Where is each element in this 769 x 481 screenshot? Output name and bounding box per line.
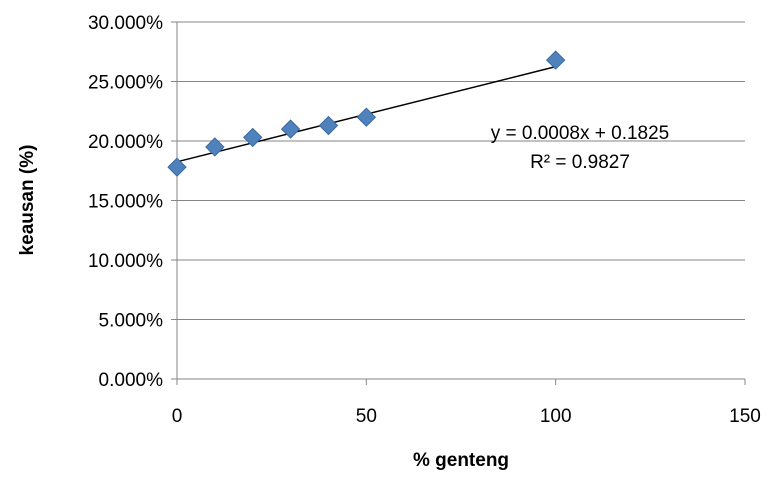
y-tick-label: 30.000% [88,13,163,34]
x-tick-label: 50 [356,406,377,427]
data-point [280,119,301,139]
data-point [545,50,566,70]
x-tick-label: 150 [729,406,761,427]
data-point [205,137,225,157]
y-axis-title: keausan (%) [17,145,38,256]
x-tick-label: 0 [172,406,183,427]
x-tick-labels: 0 50 100 150 [172,406,761,427]
y-tick-label: 10.000% [88,251,163,272]
data-point [318,115,339,136]
y-tick-labels: 0.000% 5.000% 10.000% 15.000% 20.000% 25.000%… [88,13,163,391]
data-point [356,107,377,127]
data-point [243,127,263,148]
y-tick-label: 5.000% [99,311,164,332]
axes [171,21,746,385]
x-axis-title: % genteng [413,450,509,471]
gridlines [177,21,745,320]
trendline-equation: y = 0.0008x + 0.1825 [491,123,670,144]
trendline-r-squared: R² = 0.9827 [530,152,630,173]
data-point [167,157,187,177]
x-tick-label: 100 [540,406,572,427]
y-tick-label: 20.000% [88,132,163,153]
y-tick-label: 15.000% [88,192,163,213]
y-tick-label: 0.000% [99,370,164,391]
data-points [167,50,566,177]
y-tick-label: 25.000% [88,73,163,94]
